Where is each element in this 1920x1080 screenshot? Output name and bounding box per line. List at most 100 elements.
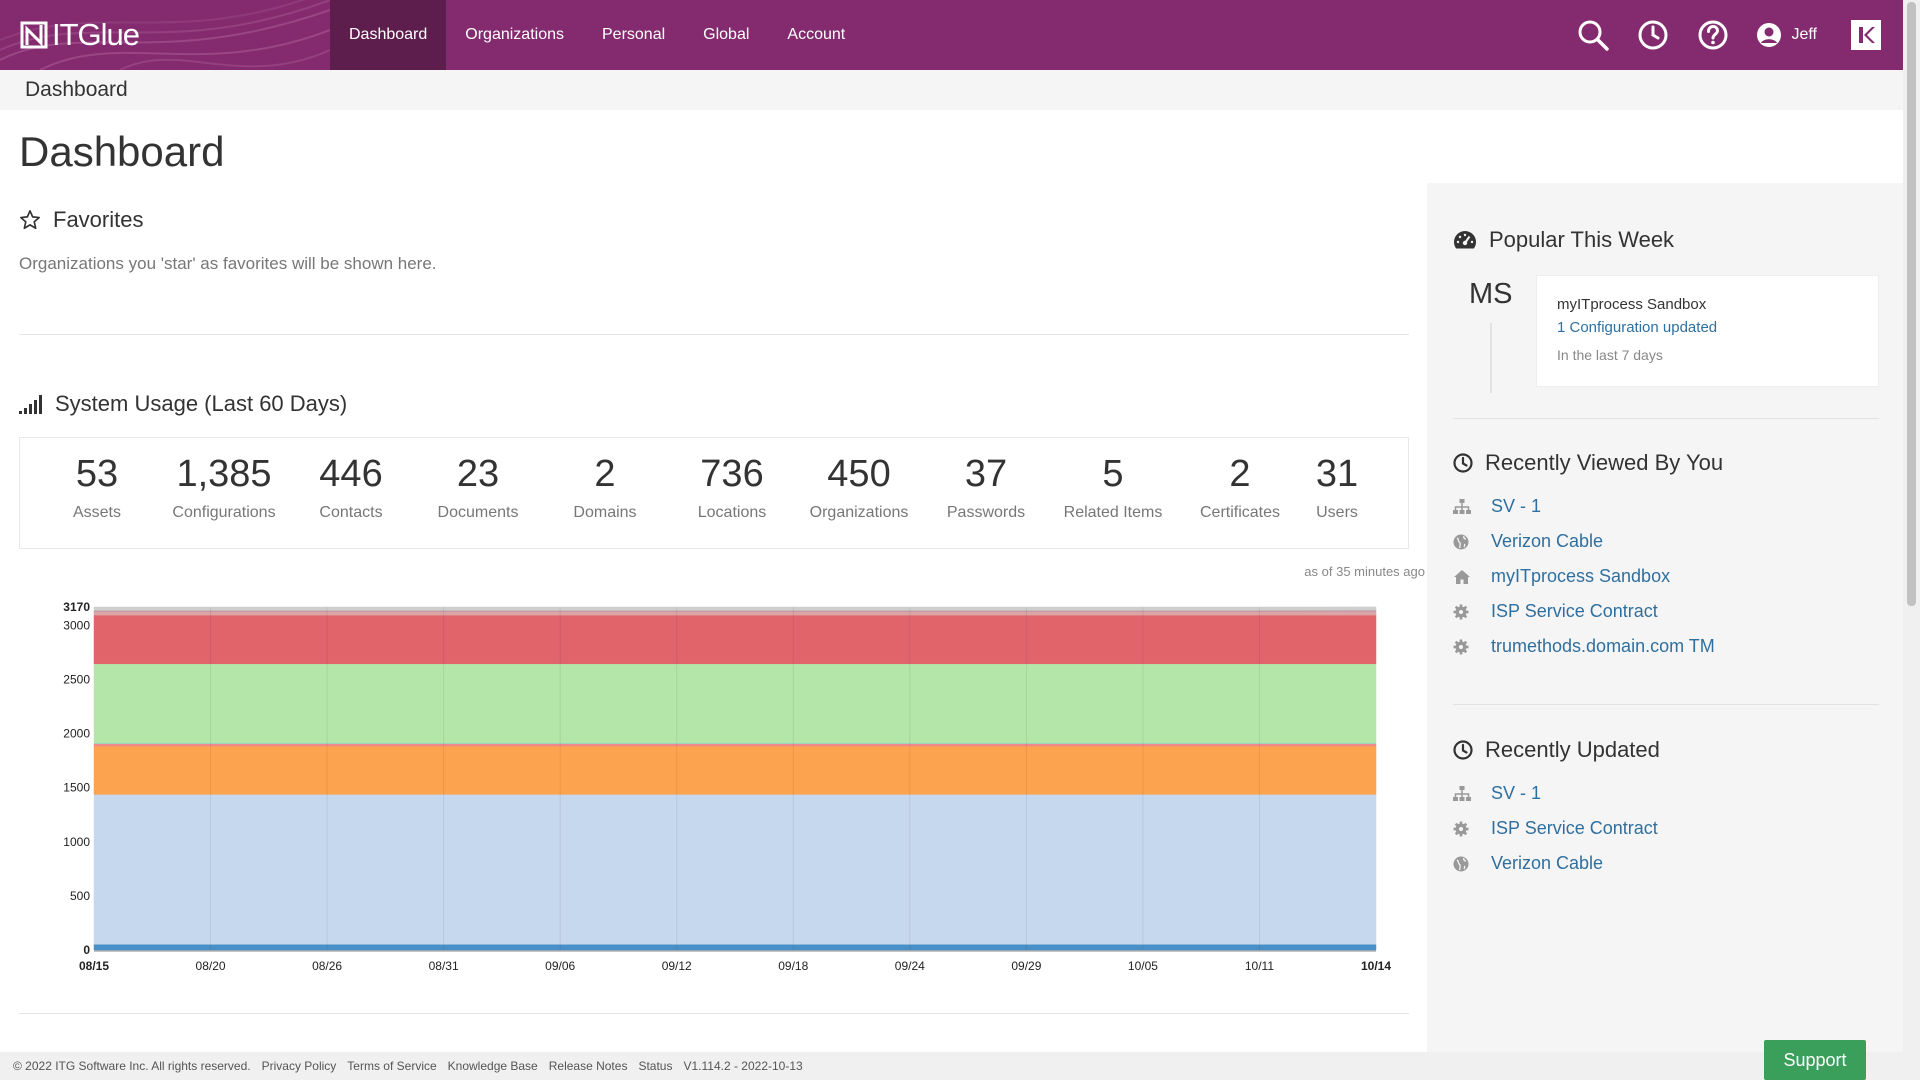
section-divider xyxy=(19,1013,1409,1014)
user-menu[interactable]: Jeff xyxy=(1756,22,1817,48)
stat-value: 1,385 xyxy=(176,453,272,495)
page-scrollbar-thumb[interactable] xyxy=(1907,2,1916,606)
recently-viewed-heading: Recently Viewed By You xyxy=(1453,450,1723,476)
history-clock-icon xyxy=(1453,453,1473,473)
nav-personal[interactable]: Personal xyxy=(602,26,666,43)
sitemap-icon xyxy=(1453,785,1481,803)
breadcrumb: Dashboard xyxy=(0,70,1903,110)
area-series-0 xyxy=(93,944,1377,951)
x-tick-label: 08/15 xyxy=(79,959,109,973)
recent-item-sv-1[interactable]: SV - 1 xyxy=(1453,489,1715,524)
x-tick-label: 08/31 xyxy=(429,959,459,973)
stat-label: Passwords xyxy=(946,504,1026,521)
footer-copyright: © 2022 ITG Software Inc. All rights rese… xyxy=(13,1059,251,1073)
home-icon xyxy=(1453,568,1481,586)
x-tick-label: 09/12 xyxy=(662,959,692,973)
updated-item-isp-service-contract[interactable]: ISP Service Contract xyxy=(1453,811,1658,846)
help-question-icon[interactable] xyxy=(1696,18,1730,52)
stat-value: 446 xyxy=(319,453,383,495)
nav-dashboard[interactable]: Dashboard xyxy=(330,0,447,70)
stat-value: 736 xyxy=(700,453,764,495)
updated-item-verizon-cable[interactable]: Verizon Cable xyxy=(1453,846,1658,881)
stat-domains[interactable]: 2 Domains xyxy=(535,452,675,522)
x-tick-label: 09/24 xyxy=(895,959,925,973)
stat-label: Documents xyxy=(437,504,519,521)
system-usage-title: System Usage (Last 60 Days) xyxy=(55,391,348,416)
stat-label: Users xyxy=(1316,504,1358,521)
favorites-title: Favorites xyxy=(53,207,144,232)
stat-value: 450 xyxy=(827,453,891,495)
popular-org-name: myITprocess Sandbox xyxy=(1557,296,1707,313)
y-tick-label: 3170 xyxy=(63,600,90,614)
updated-item-label: SV - 1 xyxy=(1491,783,1542,803)
recent-item-label: myITprocess Sandbox xyxy=(1491,566,1671,586)
area-series-6 xyxy=(93,614,1377,665)
globe-icon xyxy=(1453,855,1481,873)
stat-label: Certificates xyxy=(1199,504,1281,521)
stat-value: 23 xyxy=(456,453,500,495)
footer-link-privacy[interactable]: Privacy Policy xyxy=(261,1059,337,1073)
nav-organizations[interactable]: Organizations xyxy=(465,26,564,43)
recently-updated-list: SV - 1 ISP Service Contract Verizon Cabl… xyxy=(1453,776,1658,881)
area-series-2 xyxy=(93,745,1377,795)
area-series-10 xyxy=(93,606,1377,611)
timeline-connector xyxy=(1490,323,1492,393)
recent-item-isp-service-contract[interactable]: ISP Service Contract xyxy=(1453,594,1715,629)
stat-label: Assets xyxy=(72,504,121,521)
stat-passwords[interactable]: 37 Passwords xyxy=(916,452,1056,522)
top-navbar: ITGlue Dashboard Organizations Personal … xyxy=(0,0,1903,70)
recently-updated-title: Recently Updated xyxy=(1485,737,1660,762)
stat-certificates[interactable]: 2 Certificates xyxy=(1170,452,1310,522)
y-tick-label: 500 xyxy=(70,889,90,903)
footer-link-terms[interactable]: Terms of Service xyxy=(347,1059,437,1073)
as-of-timestamp: as of 35 minutes ago xyxy=(1304,564,1425,579)
main-nav: Dashboard Organizations Personal Global … xyxy=(330,0,864,70)
org-avatar-initials: MS xyxy=(1469,278,1513,310)
history-clock-icon[interactable] xyxy=(1636,18,1670,52)
logo-text: ITGlue xyxy=(52,17,140,52)
nav-account[interactable]: Account xyxy=(787,26,846,43)
footer-link-release-notes[interactable]: Release Notes xyxy=(548,1059,628,1073)
gear-icon xyxy=(1453,820,1481,838)
recent-item-trumethods-domain[interactable]: trumethods.domain.com TM xyxy=(1453,629,1715,664)
sidebar-divider xyxy=(1453,418,1879,419)
popular-update-link[interactable]: 1 Configuration updated xyxy=(1557,319,1718,336)
stat-label: Related Items xyxy=(1063,504,1163,521)
stat-configurations[interactable]: 1,385 Configurations xyxy=(154,452,294,522)
recently-updated-heading: Recently Updated xyxy=(1453,737,1660,763)
stat-label: Contacts xyxy=(319,504,383,521)
stat-related-items[interactable]: 5 Related Items xyxy=(1043,452,1183,522)
stat-contacts[interactable]: 446 Contacts xyxy=(281,452,421,522)
stat-documents[interactable]: 23 Documents xyxy=(408,452,548,522)
recent-item-label: Verizon Cable xyxy=(1491,531,1604,551)
itglue-logo[interactable]: ITGlue xyxy=(20,17,140,52)
itglue-logo-mark-icon xyxy=(20,21,48,49)
recently-viewed-list: SV - 1 Verizon Cable myITprocess Sandbox… xyxy=(1453,489,1715,664)
stat-value: 37 xyxy=(964,453,1008,495)
popular-card: myITprocess Sandbox 1 Configuration upda… xyxy=(1536,275,1879,387)
history-clock-icon xyxy=(1453,740,1473,760)
popular-title: Popular This Week xyxy=(1489,227,1675,252)
recent-item-verizon-cable[interactable]: Verizon Cable xyxy=(1453,524,1715,559)
footer-link-status[interactable]: Status xyxy=(638,1059,673,1073)
search-icon[interactable] xyxy=(1576,18,1610,52)
support-button[interactable]: Support xyxy=(1764,1040,1866,1080)
nav-global[interactable]: Global xyxy=(703,26,750,43)
x-tick-label: 09/18 xyxy=(778,959,808,973)
popular-period: In the last 7 days xyxy=(1557,347,1663,363)
kaseya-app-switcher-button[interactable] xyxy=(1851,20,1881,50)
stat-organizations[interactable]: 450 Organizations xyxy=(789,452,929,522)
stat-locations[interactable]: 736 Locations xyxy=(662,452,802,522)
stat-label: Domains xyxy=(573,504,637,521)
popular-heading: Popular This Week xyxy=(1453,227,1674,253)
footer-link-knowledge-base[interactable]: Knowledge Base xyxy=(447,1059,538,1073)
updated-item-sv-1[interactable]: SV - 1 xyxy=(1453,776,1658,811)
x-tick-label: 10/14 xyxy=(1361,959,1391,973)
recent-item-myitprocess-sandbox[interactable]: myITprocess Sandbox xyxy=(1453,559,1715,594)
area-series-1 xyxy=(93,794,1377,945)
stat-assets[interactable]: 53 Assets xyxy=(27,452,167,522)
kaseya-k-icon xyxy=(1859,27,1875,43)
favorites-heading: Favorites xyxy=(19,207,143,233)
stat-users[interactable]: 31 Users xyxy=(1267,452,1407,522)
globe-icon xyxy=(1453,533,1481,551)
